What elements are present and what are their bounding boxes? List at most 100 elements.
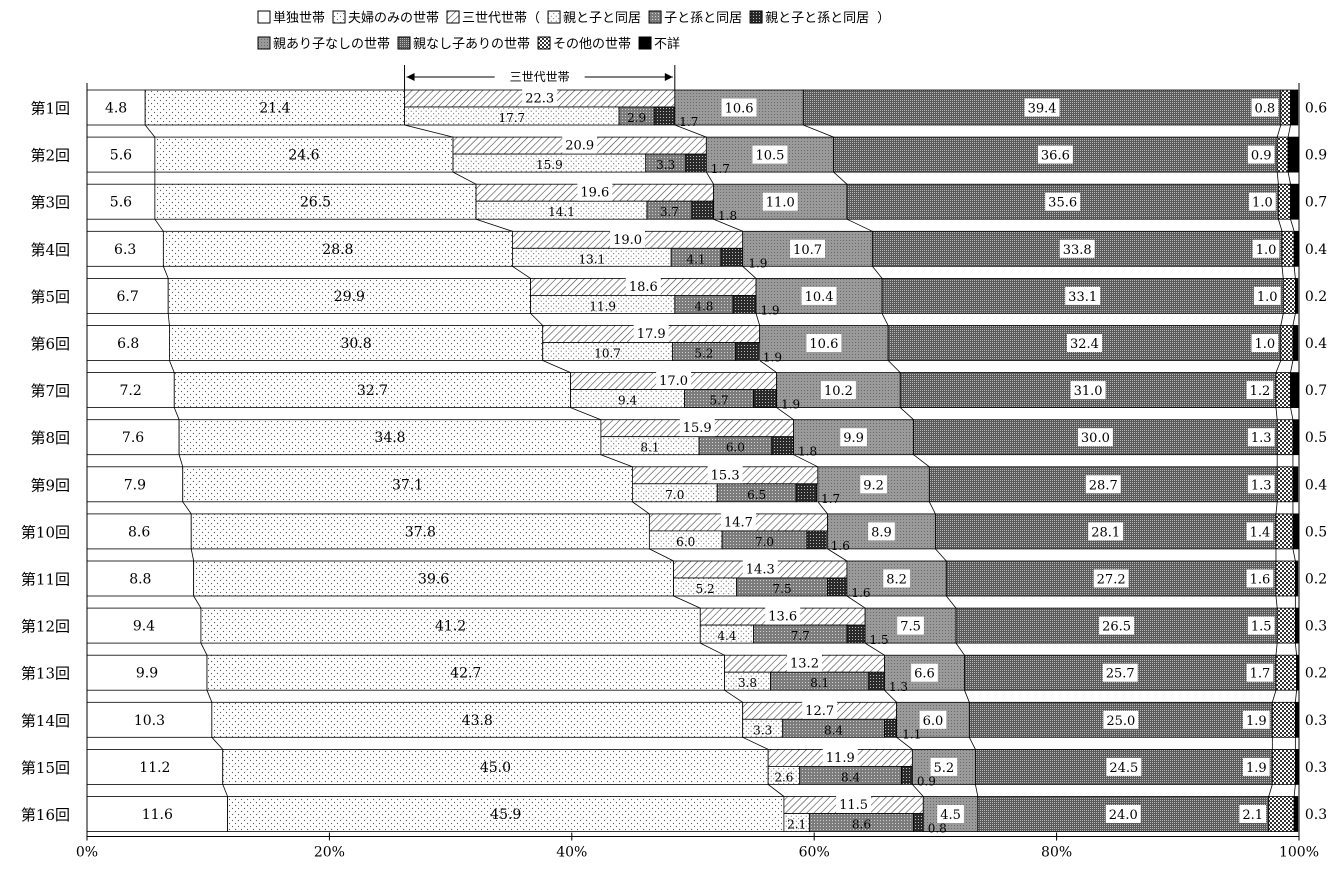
bar-couple xyxy=(206,654,725,691)
bar-other xyxy=(1277,183,1291,220)
value-label-couple: 41.2 xyxy=(435,619,466,635)
value-label-npc-bg xyxy=(1093,569,1129,588)
bar-pcg xyxy=(913,813,924,832)
value-label-other: 1.3 xyxy=(1251,478,1272,493)
connector-line xyxy=(742,736,769,750)
value-label-pnc: 5.2 xyxy=(934,761,955,776)
value-label-pnc-bg xyxy=(897,616,924,635)
value-label-three-bg xyxy=(720,512,756,531)
connector-line xyxy=(178,454,184,467)
bar-single xyxy=(86,513,192,550)
value-label-couple: 37.8 xyxy=(405,524,436,540)
legend-label-unknown: 不詳 xyxy=(654,36,680,52)
value-label-pcg: 1.9 xyxy=(763,351,782,365)
value-label-couple: 29.9 xyxy=(334,289,365,305)
value-label-unknown: 0.9 xyxy=(1305,148,1327,164)
connector-line xyxy=(793,454,819,468)
value-label-couple: 28.8 xyxy=(322,242,353,258)
bar-unknown xyxy=(1294,277,1299,314)
value-label-pc: 15.9 xyxy=(536,158,563,172)
category-label: 第9回 xyxy=(30,476,70,494)
connector-line xyxy=(144,124,156,138)
value-label-single: 7.6 xyxy=(122,430,144,446)
value-label-unknown: 0.3 xyxy=(1305,807,1327,823)
connector-line xyxy=(827,548,848,562)
value-label-couple: 42.7 xyxy=(450,666,481,682)
value-label-three-bg xyxy=(679,418,715,437)
connector-line xyxy=(1290,219,1295,232)
value-label-pcg: 1.9 xyxy=(781,398,800,412)
value-label-pnc-bg xyxy=(860,475,887,494)
legend-label-cg: 子と孫と同居 xyxy=(664,11,742,26)
value-label-pcg: 1.7 xyxy=(679,115,698,129)
value-label-pc: 17.7 xyxy=(498,111,525,125)
bar-pcg xyxy=(846,624,866,644)
value-label-pcg: 1.9 xyxy=(748,256,767,270)
connector-line xyxy=(817,501,828,515)
connector-line xyxy=(881,313,889,326)
bracket-arrow-right xyxy=(664,73,673,81)
value-label-three-bg xyxy=(625,276,661,295)
connector-line xyxy=(724,689,743,703)
connector-line xyxy=(162,266,169,279)
value-label-pnc-bg xyxy=(868,522,895,541)
value-label-couple: 43.8 xyxy=(462,713,493,729)
bracket-label-bg xyxy=(494,68,585,84)
category-label: 第12回 xyxy=(21,618,70,636)
legend-label-npc: 親なし子ありの世帯 xyxy=(413,37,530,52)
legend-swatch-pcg xyxy=(749,10,763,24)
connector-line xyxy=(968,737,976,750)
value-label-npc-bg xyxy=(1106,757,1142,776)
value-label-pc: 9.4 xyxy=(618,394,637,408)
value-label-unknown: 0.7 xyxy=(1305,195,1327,211)
bar-single xyxy=(86,466,184,503)
bar-unknown xyxy=(1294,749,1300,785)
connector-line xyxy=(964,690,970,703)
bracket-arrow-left xyxy=(406,73,415,81)
value-label-npc: 36.6 xyxy=(1041,149,1070,164)
value-label-three: 17.9 xyxy=(637,327,666,342)
connector-line xyxy=(1290,360,1294,373)
value-label-pnc-bg xyxy=(790,239,826,258)
value-label-unknown: 0.4 xyxy=(1305,477,1327,493)
value-label-pc: 8.1 xyxy=(640,441,659,455)
bar-pnc xyxy=(759,325,889,361)
bar-couple xyxy=(200,607,701,644)
connector-line xyxy=(713,218,743,232)
value-label-cg: 6.0 xyxy=(726,441,745,455)
category-label: 第2回 xyxy=(30,147,70,165)
value-label-other: 1.9 xyxy=(1246,714,1267,729)
connector-line xyxy=(945,595,957,609)
value-label-pnc-bg xyxy=(752,145,788,164)
value-label-npc: 25.7 xyxy=(1106,667,1135,682)
value-label-other-bg xyxy=(1251,334,1279,352)
bar-other xyxy=(1276,419,1294,456)
legend-swatch-three xyxy=(446,10,460,24)
value-label-single: 4.8 xyxy=(105,101,127,117)
bar-single xyxy=(86,136,156,173)
connector-line xyxy=(542,360,571,373)
connector-line xyxy=(887,360,901,373)
value-label-pcg: 1.9 xyxy=(760,303,779,317)
bar-unknown xyxy=(1290,89,1299,126)
value-label-other-bg xyxy=(1247,145,1275,164)
value-label-pnc-bg xyxy=(806,334,842,352)
value-label-other-bg xyxy=(1247,616,1275,635)
value-label-couple: 34.8 xyxy=(374,430,405,446)
connector-line xyxy=(673,595,701,609)
value-label-pc: 3.3 xyxy=(753,723,772,737)
value-label-other: 1.9 xyxy=(1246,761,1267,776)
bar-single xyxy=(86,89,146,126)
bar-unknown xyxy=(1292,513,1300,550)
value-label-three: 12.7 xyxy=(805,704,834,719)
legend-swatch-unknown xyxy=(638,36,652,50)
value-label-pnc-bg xyxy=(930,757,958,776)
value-label-pc: 4.4 xyxy=(717,629,736,643)
connector-line xyxy=(1275,595,1278,609)
value-label-other-bg xyxy=(1253,286,1281,305)
value-label-other-bg xyxy=(1247,428,1275,447)
value-label-other: 1.3 xyxy=(1251,431,1272,446)
value-label-unknown: 0.4 xyxy=(1305,336,1327,352)
connector-line xyxy=(1292,548,1296,562)
value-label-other-bg xyxy=(1247,475,1275,494)
